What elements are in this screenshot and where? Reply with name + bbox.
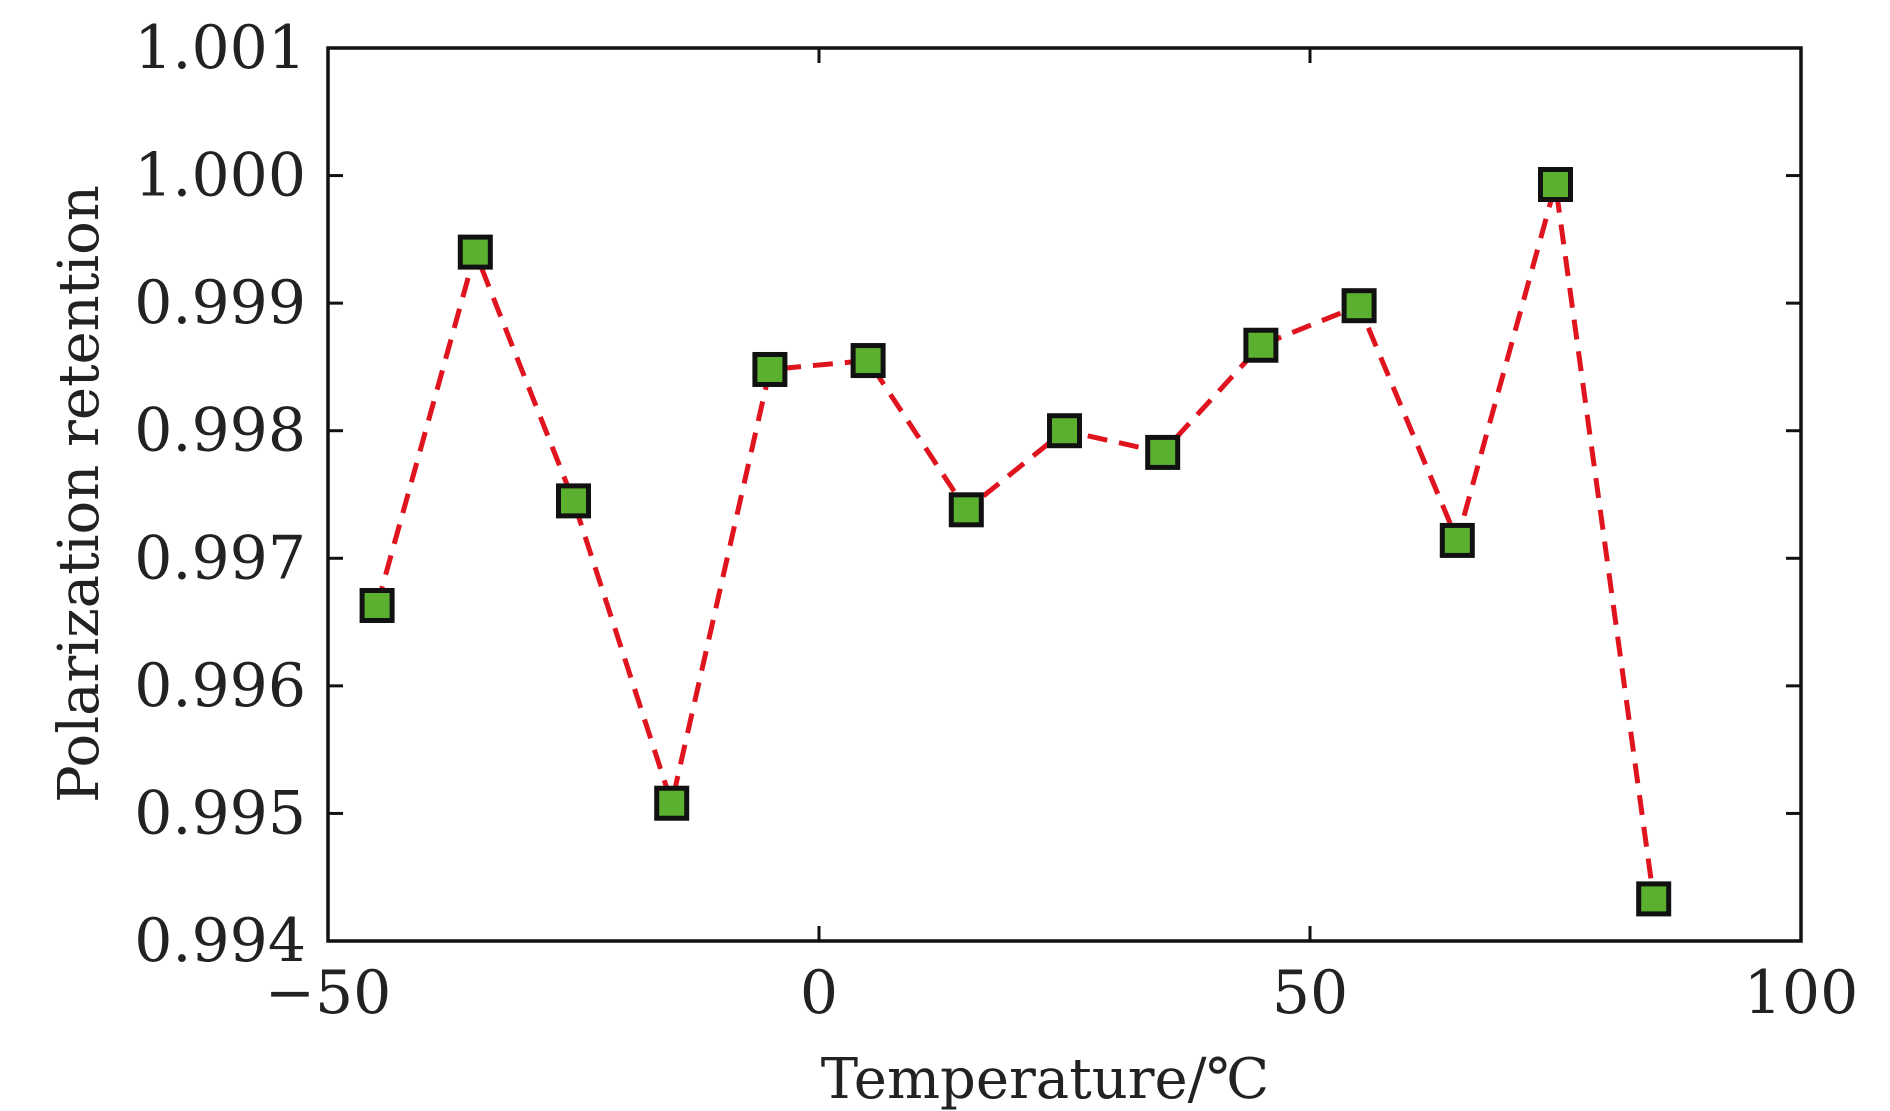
y-tick-label: 1.001 (134, 13, 306, 83)
x-tick-label: 100 (1744, 958, 1859, 1028)
data-point (1538, 167, 1573, 203)
data-point (948, 492, 984, 528)
y-tick-label: 0.995 (134, 778, 306, 848)
series-line (374, 182, 1657, 900)
y-tick-label: 0.994 (134, 906, 306, 976)
x-tick-label: −50 (265, 958, 392, 1028)
data-point (1047, 413, 1082, 449)
tick-labels: −50 0 50 100 0.994 0.995 0.996 0.997 0.998 0.999 1… (134, 13, 1858, 1028)
plot-area (328, 48, 1801, 941)
data-point (654, 785, 690, 821)
plot-frame (326, 46, 1803, 943)
data-point (752, 351, 788, 387)
y-tick-label: 1.000 (134, 141, 306, 211)
data-point (457, 234, 493, 270)
data-point (556, 483, 591, 519)
x-axis-label: Temperature/℃ (821, 1047, 1269, 1111)
data-point (1439, 522, 1475, 558)
data-point (1243, 327, 1279, 363)
y-axis-label: Polarization retention (47, 185, 112, 803)
data-point (359, 587, 395, 623)
y-tick-label: 0.996 (134, 651, 306, 721)
data-markers (359, 167, 1672, 917)
x-tick-label: 0 (800, 958, 838, 1028)
y-tick-label: 0.999 (134, 268, 306, 338)
data-point (1145, 434, 1181, 470)
x-tick-label: 50 (1272, 958, 1348, 1028)
data-point (1636, 881, 1672, 917)
data-point (1341, 288, 1377, 324)
y-tick-label: 0.998 (134, 396, 306, 466)
data-point (850, 343, 886, 379)
y-tick-label: 0.997 (134, 523, 306, 593)
